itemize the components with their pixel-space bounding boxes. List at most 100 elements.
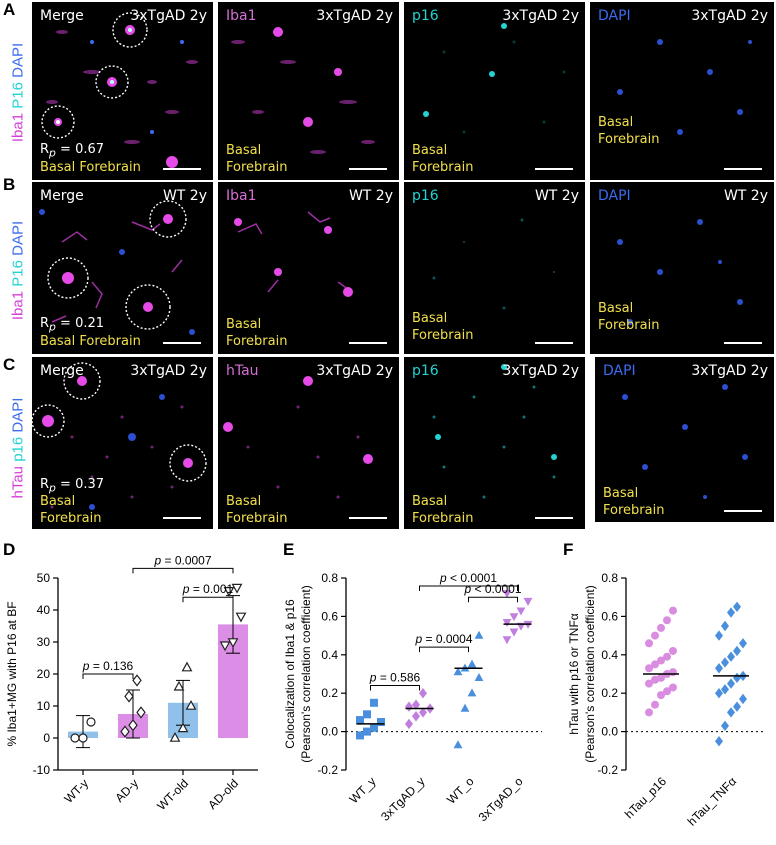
data-point xyxy=(467,659,477,668)
data-point xyxy=(405,701,413,712)
channel-label: DAPI xyxy=(598,8,631,24)
data-point xyxy=(356,731,364,740)
data-point xyxy=(727,707,735,718)
chart-d: -10 0 10 20 30 40 50 WT-y AD-y WT-old AD-old % Iba1… xyxy=(5,553,258,813)
scale-bar xyxy=(349,517,387,519)
significance-bracket-label: p = 0.136 xyxy=(82,659,134,673)
scale-bar xyxy=(535,517,573,519)
data-point xyxy=(516,607,526,616)
micrograph-a-p16: p16 3xTgAD 2y Basal Forebrain xyxy=(404,2,585,180)
scale-bar xyxy=(535,168,573,170)
channel-label: p16 xyxy=(412,188,439,204)
scale-bar xyxy=(724,510,762,512)
y-axis-label: Colocalization of Iba1 & p16 xyxy=(283,599,297,749)
data-point xyxy=(669,668,677,677)
y-tick-label: 0.8 xyxy=(321,571,338,585)
data-point xyxy=(651,660,659,669)
data-point xyxy=(136,706,146,719)
micrograph-c-merge: Merge 3xTgAD 2y Rp = 0.37 Basal Forebrain xyxy=(32,357,213,529)
data-point xyxy=(727,678,735,689)
y-tick-label: 0.6 xyxy=(321,609,338,623)
region-label: Basal Forebrain xyxy=(412,494,474,526)
x-tick-label: WT-y xyxy=(61,776,91,806)
data-point xyxy=(235,612,247,623)
data-point xyxy=(474,673,484,682)
significance-bracket xyxy=(419,646,469,653)
channel-label: hTau xyxy=(226,363,259,379)
micrograph-a-iba1: Iba1 3xTgAD 2y Basal Forebrain xyxy=(218,2,399,180)
data-point xyxy=(733,601,741,612)
panel-letter-e: E xyxy=(283,540,295,559)
data-point xyxy=(370,698,378,707)
significance-bracket-label: p = 0.001 xyxy=(182,582,234,596)
data-point xyxy=(715,630,723,641)
x-tick-label: hTau_p16 xyxy=(622,774,669,821)
data-point xyxy=(70,733,80,743)
significance-bracket-label: p < 0.0001 xyxy=(439,571,497,585)
genotype-label: WT 2y xyxy=(348,188,393,204)
data-point xyxy=(377,718,385,726)
micrograph-b-p16: p16 WT 2y Basal Forebrain xyxy=(404,182,585,354)
micrograph-c-p16: p16 3xTgAD 2y Basal Forebrain xyxy=(404,357,585,529)
y-tick-label: -0.2 xyxy=(317,763,338,777)
data-point xyxy=(715,663,723,674)
data-point xyxy=(363,710,371,719)
y-tick-label: 0.2 xyxy=(321,686,338,700)
data-point xyxy=(502,618,512,627)
x-tick-label: hTau_TNFα xyxy=(685,774,739,828)
region-label: Basal Forebrain xyxy=(226,143,288,175)
data-point xyxy=(663,652,671,661)
channel-label: Merge xyxy=(40,8,84,24)
scale-bar xyxy=(163,342,201,344)
genotype-label: 3xTgAD 2y xyxy=(130,8,207,24)
data-point xyxy=(669,606,677,615)
data-point xyxy=(651,631,659,640)
y-tick-label: -0.2 xyxy=(597,763,618,777)
data-point xyxy=(181,661,193,672)
data-point xyxy=(645,708,653,717)
data-point xyxy=(219,641,231,652)
panel-letter-d: D xyxy=(3,540,16,559)
data-point xyxy=(721,684,729,695)
data-point xyxy=(645,664,653,673)
data-point xyxy=(460,703,470,712)
channel-label: p16 xyxy=(412,363,439,379)
region-label: Basal Forebrain xyxy=(40,494,102,526)
x-tick-label: 3xTgAD_y xyxy=(378,774,428,824)
y-tick-label: 30 xyxy=(37,635,51,649)
significance-bracket xyxy=(132,567,234,574)
region-label: Basal Forebrain xyxy=(40,160,141,175)
data-point xyxy=(721,720,729,732)
genotype-label: 3xTgAD 2y xyxy=(502,363,579,379)
significance-bracket-label: p = 0.0007 xyxy=(153,553,211,567)
region-label: Basal Forebrain xyxy=(598,115,660,147)
data-point xyxy=(669,646,677,655)
data-point xyxy=(657,673,665,682)
significance-bracket xyxy=(419,585,518,591)
data-point xyxy=(727,607,735,618)
x-tick-label: AD-old xyxy=(205,776,241,812)
data-point xyxy=(502,590,512,599)
pearson-r-label: Rp = 0.67 xyxy=(40,142,105,160)
data-point xyxy=(739,693,747,705)
data-point xyxy=(645,639,653,648)
y-tick-label: 0.0 xyxy=(601,725,618,739)
data-point xyxy=(651,700,659,709)
data-point xyxy=(185,699,197,710)
micrograph-a-merge: Merge 3xTgAD 2y Rp = 0.67 Basal Forebrai… xyxy=(32,2,213,180)
micrograph-b-dapi: DAPI WT 2y Basal Forebrain xyxy=(590,182,774,354)
genotype-label: 3xTgAD 2y xyxy=(691,8,768,24)
chart-e: -0.2 0.0 0.2 0.4 0.6 0.8 WT_y 3xTgAD_y WT_o 3xTgA… xyxy=(283,571,542,824)
region-label: Basal Forebrain xyxy=(412,311,474,343)
y-tick-label: 0.4 xyxy=(601,648,618,662)
data-point xyxy=(663,687,671,696)
panel-letter-a: A xyxy=(3,0,16,19)
significance-bracket xyxy=(82,673,134,679)
genotype-label: WT 2y xyxy=(534,188,579,204)
data-point xyxy=(356,716,364,725)
pearson-r-label: Rp = 0.37 xyxy=(40,477,105,495)
scale-bar xyxy=(724,168,762,170)
data-point xyxy=(78,733,88,743)
genotype-label: 3xTgAD 2y xyxy=(316,363,393,379)
data-point xyxy=(523,620,533,629)
